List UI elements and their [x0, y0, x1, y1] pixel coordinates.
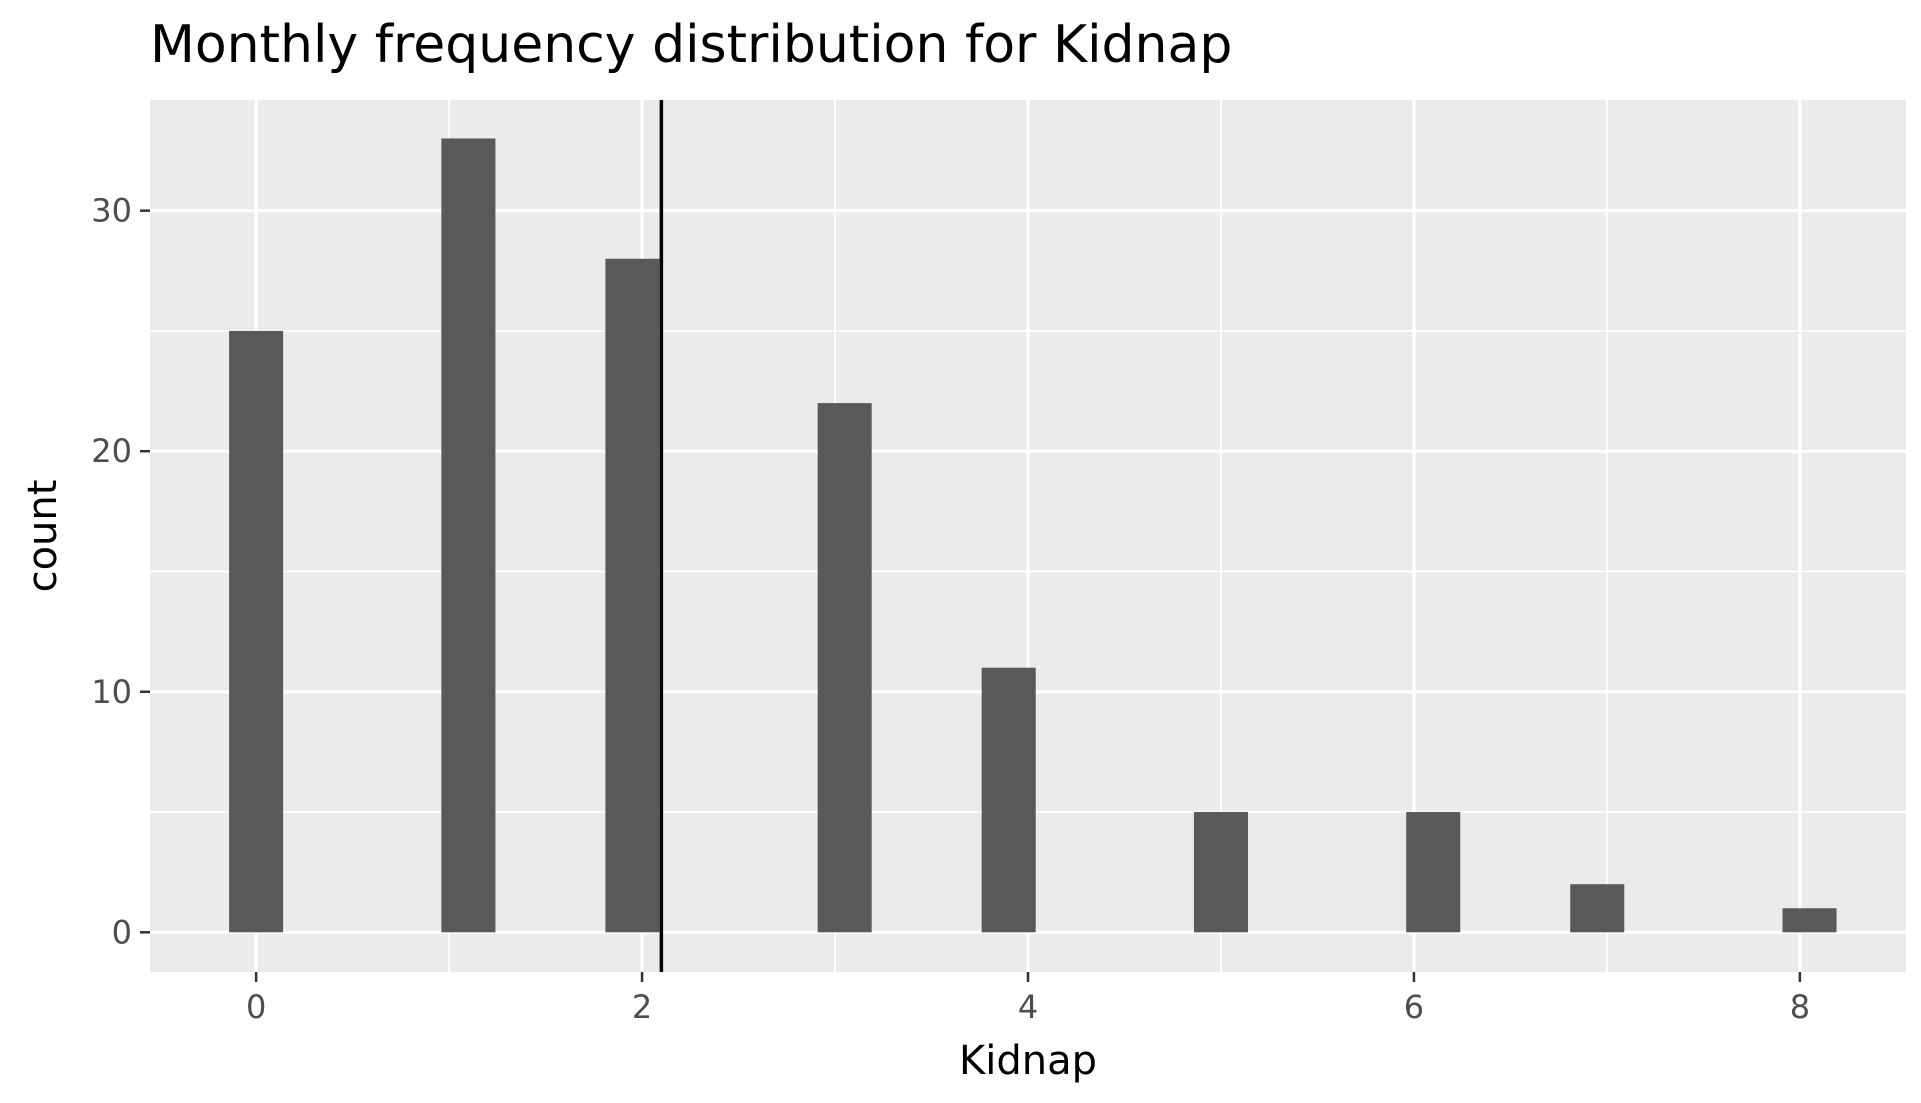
- histogram-bar: [229, 330, 284, 933]
- x-tick-label: 8: [1790, 988, 1810, 1026]
- histogram-bar: [605, 258, 660, 933]
- x-tick-label: 2: [632, 988, 652, 1026]
- y-axis-ticks: 0 10 20 30: [91, 192, 150, 951]
- histogram-bar: [1570, 884, 1625, 933]
- histogram-bar: [1782, 908, 1837, 933]
- y-axis-title: count: [20, 480, 66, 593]
- histogram-bar: [1193, 812, 1248, 933]
- x-tick-label: 0: [246, 988, 266, 1026]
- x-tick-label: 4: [1018, 988, 1038, 1026]
- histogram-bar: [441, 138, 496, 933]
- x-axis-title: Kidnap: [959, 1038, 1097, 1084]
- chart-title: Monthly frequency distribution for Kidna…: [150, 15, 1232, 75]
- x-axis-ticks: 0 2 4 6 8: [246, 972, 1810, 1026]
- x-tick-label: 6: [1404, 988, 1424, 1026]
- histogram-bar: [1406, 812, 1461, 933]
- y-tick-label: 10: [91, 673, 132, 711]
- histogram-bar: [981, 667, 1036, 933]
- y-tick-label: 0: [112, 913, 132, 951]
- histogram-bar: [817, 403, 872, 933]
- y-tick-label: 30: [91, 192, 132, 230]
- bars: [229, 138, 1837, 933]
- y-tick-label: 20: [91, 432, 132, 470]
